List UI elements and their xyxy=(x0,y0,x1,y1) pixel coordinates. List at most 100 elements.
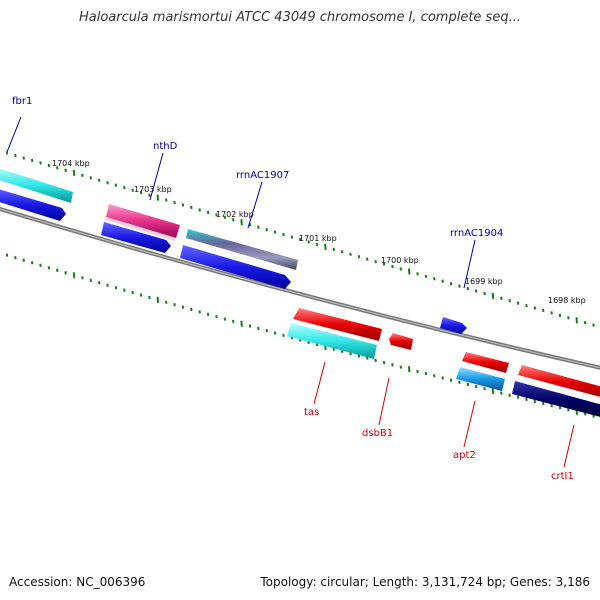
outer-track-tick xyxy=(533,306,537,310)
inner-track-tick xyxy=(550,403,553,408)
gene-feature-blue-2[interactable] xyxy=(101,222,171,253)
outer-track-tick xyxy=(466,286,470,291)
outer-track-tick xyxy=(516,301,520,305)
kbp-label-1698: 1698 kbp xyxy=(548,296,586,305)
outer-track-tick xyxy=(433,277,436,281)
inner-track-tick xyxy=(181,305,185,309)
gene-feature-blue-top[interactable] xyxy=(0,188,66,221)
inner-track-tick xyxy=(164,300,168,304)
outer-track-tick xyxy=(164,198,168,202)
outer-track-tick xyxy=(592,323,595,327)
inner-track-tick xyxy=(525,397,528,402)
outer-track-tick xyxy=(340,250,344,254)
gene-label-nthD[interactable]: nthD xyxy=(153,141,178,152)
inner-track-tick xyxy=(156,296,160,303)
outer-track-tick xyxy=(307,240,310,244)
gene-feature-red-right[interactable] xyxy=(518,365,600,399)
outer-track-tick xyxy=(89,176,93,180)
inner-track-tick xyxy=(500,391,503,395)
outer-track-tick xyxy=(525,303,528,308)
outer-track-tick xyxy=(198,208,201,212)
inner-track-tick xyxy=(491,387,495,394)
inner-track-tick xyxy=(382,360,386,365)
outer-track-tick xyxy=(399,267,403,271)
inner-track-tick xyxy=(22,258,25,262)
outer-track-tick xyxy=(97,178,101,182)
gene-feature-blue-3[interactable] xyxy=(180,245,291,289)
gene-feature-rrnAC1907[interactable] xyxy=(186,229,298,270)
inner-track-tick xyxy=(240,320,243,327)
accession-text: Accession: NC_006396 xyxy=(9,575,146,589)
inner-track-tick xyxy=(198,310,201,314)
outer-track-tick xyxy=(449,281,453,286)
inner-track-tick xyxy=(433,374,436,378)
outer-track-tick xyxy=(382,262,386,266)
inner-track-tick xyxy=(474,384,478,389)
outer-track-tick xyxy=(123,186,126,190)
outer-track-tick xyxy=(500,296,503,300)
inner-track-tick xyxy=(508,393,511,397)
outer-track-tick xyxy=(5,151,9,155)
inner-track-tick xyxy=(541,401,545,406)
gene-feature-skyblue[interactable] xyxy=(456,367,505,391)
inner-track-tick xyxy=(231,319,235,324)
outer-track-tick xyxy=(139,190,143,195)
inner-track-tick xyxy=(399,365,403,369)
inner-track-tick xyxy=(424,371,428,376)
outer-track-tick xyxy=(541,308,545,313)
gene-feature-nthD[interactable] xyxy=(106,204,180,238)
gene-label-crtI1[interactable]: crtI1 xyxy=(551,471,574,482)
gene-feature-cyan-top[interactable] xyxy=(0,167,73,203)
inner-track-tick xyxy=(407,366,411,373)
outer-track-tick xyxy=(173,200,176,205)
inner-track-tick xyxy=(148,295,151,300)
gene-label-rrnAC1907[interactable]: rrnAC1907 xyxy=(236,170,289,181)
outer-track-tick xyxy=(407,268,411,275)
outer-track-tick xyxy=(64,168,67,173)
outer-track-tick xyxy=(391,264,394,269)
outer-track-tick xyxy=(22,156,25,160)
outer-track-tick xyxy=(550,311,553,315)
outer-track-tick xyxy=(156,194,160,201)
outer-track-tick xyxy=(474,289,478,293)
gene-feature-rrnAC1904[interactable] xyxy=(440,317,467,334)
inner-track-tick xyxy=(533,399,537,404)
gene-label-dsbB1[interactable]: dsbB1 xyxy=(362,428,393,439)
inner-track-tick xyxy=(114,286,118,290)
gene-label-fbr1[interactable]: fbr1 xyxy=(12,96,32,107)
inner-track-tick xyxy=(97,281,101,285)
outer-track-tick xyxy=(273,230,277,234)
gene-feature-tas[interactable] xyxy=(293,308,382,341)
gene-feature-dsbB1[interactable] xyxy=(389,333,413,350)
outer-track-tick xyxy=(106,181,109,185)
outer-track-tick xyxy=(215,213,218,217)
inner-track-tick xyxy=(483,387,486,391)
outer-track-tick xyxy=(39,161,42,165)
inner-track-tick xyxy=(173,303,176,307)
inner-track-tick xyxy=(123,288,126,292)
inner-track-tick xyxy=(215,314,218,319)
label-leader-lines xyxy=(6,116,575,468)
gene-feature-cyan-2[interactable] xyxy=(287,323,377,359)
gene-labels: fbr1 nthD rrnAC1907 rrnAC1904 tas dsbB1 … xyxy=(12,96,574,482)
inner-track-tick xyxy=(30,261,34,265)
map-title: Haloarcula marismortui ATCC 43049 chromo… xyxy=(79,10,521,25)
gene-label-apt2[interactable]: apt2 xyxy=(453,450,476,461)
outer-track-tick xyxy=(366,257,369,261)
outer-track-tick xyxy=(206,210,210,215)
outer-track-tick xyxy=(72,169,76,176)
outer-track-tick xyxy=(47,163,51,168)
outer-track-tick xyxy=(441,279,444,283)
inner-track-tick xyxy=(567,408,570,412)
inner-track-tick xyxy=(14,256,17,260)
inner-track-tick xyxy=(206,312,210,316)
inner-track-tick xyxy=(441,376,444,380)
inner-track-tick xyxy=(5,253,9,257)
inner-track-tick xyxy=(458,380,461,384)
gene-label-tas[interactable]: tas xyxy=(304,407,319,418)
gene-feature-apt2[interactable] xyxy=(462,352,509,373)
inner-track-tick xyxy=(257,326,260,331)
gene-feature-crtI1[interactable] xyxy=(512,381,600,419)
gene-label-rrnAC1904[interactable]: rrnAC1904 xyxy=(450,228,503,239)
inner-track-tick xyxy=(248,324,252,328)
